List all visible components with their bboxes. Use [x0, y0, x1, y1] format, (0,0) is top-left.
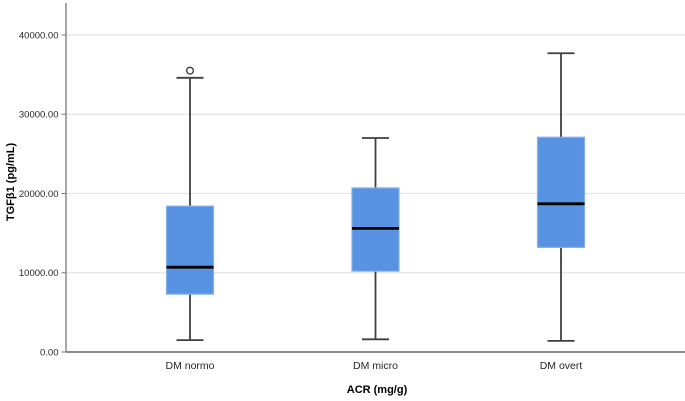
category-label: DM overt	[540, 360, 583, 372]
y-tick-label: 20000.00	[19, 189, 59, 200]
y-axis-title: TGFβ1 (pg/mL)	[5, 142, 17, 222]
y-tick-label: 40000.00	[19, 30, 59, 41]
category-label: DM micro	[353, 360, 398, 372]
category-label: DM normo	[165, 360, 214, 372]
y-tick-label: 10000.00	[19, 268, 59, 279]
x-axis-title: ACR (mg/g)	[346, 384, 408, 396]
box-iqr	[165, 205, 215, 295]
y-tick-label: 30000.00	[19, 110, 59, 121]
box-iqr	[536, 136, 586, 248]
outlier-point	[185, 66, 195, 75]
y-tick-label: 0.00	[40, 347, 59, 358]
